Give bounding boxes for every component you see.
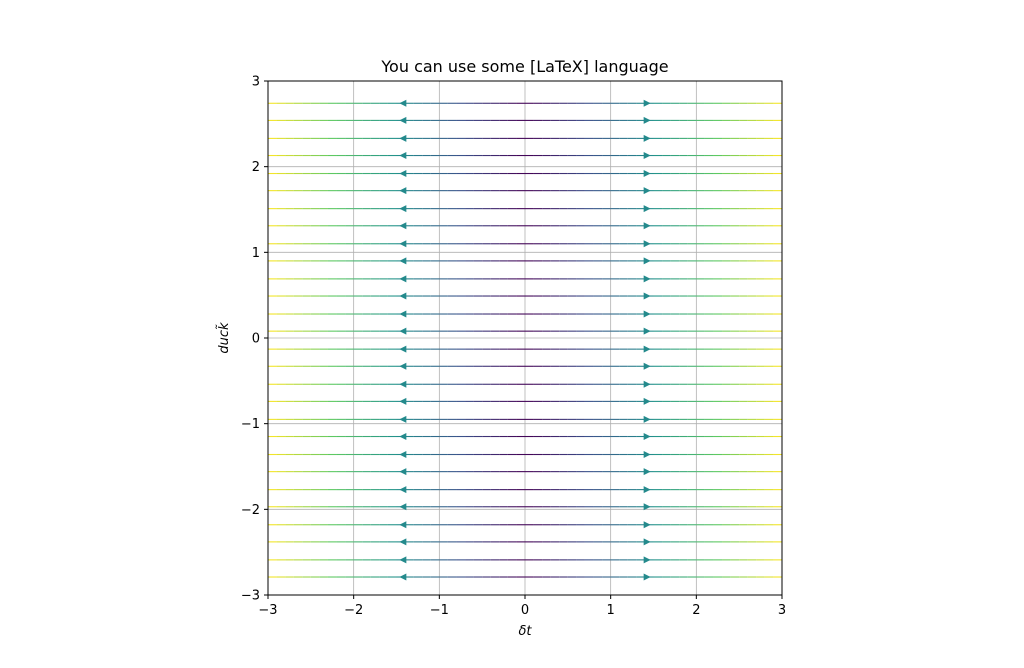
stream-arrow [399, 380, 407, 388]
x-tick-label: 0 [521, 603, 529, 618]
stream-arrow [399, 152, 407, 160]
stream-arrow [399, 468, 407, 476]
stream-arrow [399, 275, 407, 283]
stream-arrow [643, 556, 651, 564]
stream-arrow [399, 240, 407, 248]
stream-arrow [643, 415, 651, 423]
x-tick-label: 3 [778, 603, 786, 618]
stream-arrow [643, 205, 651, 213]
stream-arrow [399, 451, 407, 459]
stream-arrow [399, 573, 407, 581]
stream-arrows [399, 99, 651, 581]
stream-arrow [399, 538, 407, 546]
y-axis-label: duck̃ [217, 322, 232, 354]
stream-arrow [399, 327, 407, 335]
y-tick-label: 3 [252, 75, 260, 90]
x-axis-ticks: −3 −2 −1 0 1 2 3 [258, 595, 786, 618]
stream-arrow [643, 222, 651, 230]
stream-arrow [399, 397, 407, 405]
stream-arrow [643, 521, 651, 529]
stream-arrow [643, 240, 651, 248]
y-tick-label: −3 [241, 589, 260, 604]
stream-arrow [399, 116, 407, 124]
stream-arrow [399, 257, 407, 265]
stream-arrow [643, 134, 651, 142]
y-tick-label: 0 [252, 332, 260, 347]
y-tick-label: 1 [252, 246, 260, 261]
x-tick-label: 1 [607, 603, 615, 618]
x-tick-label: 2 [692, 603, 700, 618]
stream-arrow [399, 503, 407, 511]
stream-arrow [643, 275, 651, 283]
stream-arrow [399, 415, 407, 423]
stream-arrow [399, 222, 407, 230]
stream-arrow [643, 433, 651, 441]
y-tick-label: −2 [241, 503, 260, 518]
stream-arrow [643, 327, 651, 335]
stream-arrow [643, 345, 651, 353]
stream-arrow [399, 292, 407, 300]
stream-arrow [399, 187, 407, 195]
stream-arrow [643, 380, 651, 388]
x-axis-label: δt [518, 624, 532, 639]
x-tick-label: −2 [344, 603, 363, 618]
stream-arrow [643, 538, 651, 546]
stream-arrow [643, 397, 651, 405]
stream-arrow [399, 486, 407, 494]
y-axis-ticks: −3 −2 −1 0 1 2 3 [241, 75, 268, 604]
x-tick-label: −3 [258, 603, 277, 618]
stream-arrow [399, 134, 407, 142]
stream-arrow [399, 362, 407, 370]
grid [267, 80, 783, 596]
stream-arrow [643, 503, 651, 511]
stream-arrow [399, 170, 407, 178]
stream-arrow [399, 433, 407, 441]
stream-arrow [643, 152, 651, 160]
chart-title: You can use some [LaTeX] language [380, 57, 668, 76]
stream-arrow [643, 116, 651, 124]
stream-arrow [399, 310, 407, 318]
stream-arrow [643, 187, 651, 195]
y-tick-label: 2 [252, 160, 260, 175]
y-tick-label: −1 [241, 417, 260, 432]
stream-arrow [399, 205, 407, 213]
stream-arrow [399, 345, 407, 353]
x-tick-label: −1 [430, 603, 449, 618]
stream-arrow [643, 257, 651, 265]
stream-arrow [643, 99, 651, 107]
stream-arrow [643, 292, 651, 300]
stream-arrow [399, 99, 407, 107]
stream-arrow [643, 573, 651, 581]
stream-arrow [643, 170, 651, 178]
stream-arrow [643, 468, 651, 476]
stream-arrow [643, 451, 651, 459]
stream-arrow [399, 556, 407, 564]
stream-arrow [643, 310, 651, 318]
stream-arrow [643, 362, 651, 370]
stream-arrow [643, 486, 651, 494]
stream-arrow [399, 521, 407, 529]
